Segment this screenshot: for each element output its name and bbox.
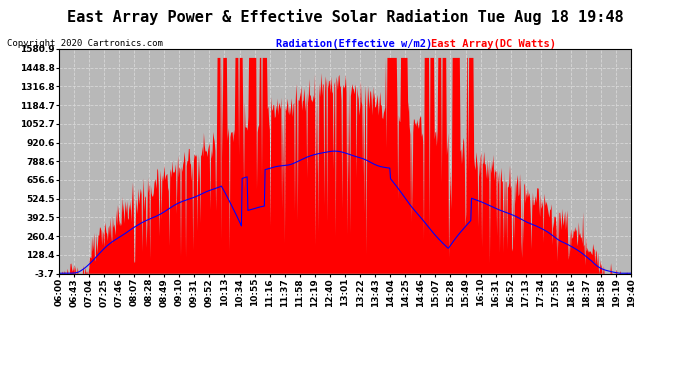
Text: East Array(DC Watts): East Array(DC Watts)	[431, 39, 556, 50]
Text: Radiation(Effective w/m2): Radiation(Effective w/m2)	[276, 39, 433, 50]
Text: East Array Power & Effective Solar Radiation Tue Aug 18 19:48: East Array Power & Effective Solar Radia…	[67, 9, 623, 26]
Text: Copyright 2020 Cartronics.com: Copyright 2020 Cartronics.com	[7, 39, 163, 48]
